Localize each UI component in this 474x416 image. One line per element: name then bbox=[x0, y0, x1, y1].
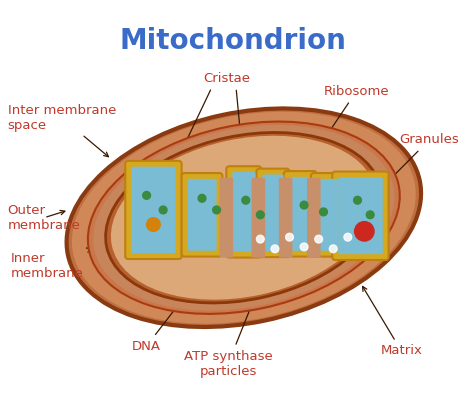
FancyBboxPatch shape bbox=[279, 178, 292, 258]
FancyBboxPatch shape bbox=[283, 171, 317, 257]
FancyBboxPatch shape bbox=[182, 173, 222, 257]
Circle shape bbox=[271, 245, 279, 253]
FancyBboxPatch shape bbox=[252, 178, 265, 258]
Circle shape bbox=[256, 211, 264, 219]
Circle shape bbox=[286, 233, 293, 241]
Text: DNA: DNA bbox=[132, 299, 183, 352]
FancyBboxPatch shape bbox=[307, 178, 320, 258]
Text: Inner
membrane: Inner membrane bbox=[10, 248, 91, 280]
FancyBboxPatch shape bbox=[219, 178, 233, 258]
Circle shape bbox=[256, 235, 264, 243]
FancyBboxPatch shape bbox=[256, 168, 290, 257]
Circle shape bbox=[300, 201, 308, 209]
FancyBboxPatch shape bbox=[131, 167, 176, 253]
Text: Granules: Granules bbox=[377, 134, 459, 193]
Text: Outer
membrane: Outer membrane bbox=[8, 204, 81, 232]
Ellipse shape bbox=[88, 121, 400, 314]
Circle shape bbox=[300, 243, 308, 251]
Circle shape bbox=[344, 233, 352, 241]
FancyBboxPatch shape bbox=[232, 172, 255, 252]
Circle shape bbox=[143, 191, 151, 199]
Circle shape bbox=[146, 218, 160, 231]
Circle shape bbox=[149, 220, 157, 228]
Circle shape bbox=[366, 211, 374, 219]
Circle shape bbox=[329, 245, 337, 253]
Text: Cristae: Cristae bbox=[203, 72, 250, 85]
Circle shape bbox=[354, 196, 361, 204]
Ellipse shape bbox=[93, 125, 394, 311]
FancyBboxPatch shape bbox=[187, 179, 217, 251]
Text: Mitochondrion: Mitochondrion bbox=[120, 27, 346, 55]
Ellipse shape bbox=[66, 109, 421, 327]
Text: Inter membrane
space: Inter membrane space bbox=[8, 104, 116, 157]
FancyBboxPatch shape bbox=[311, 173, 344, 257]
Ellipse shape bbox=[106, 132, 382, 303]
Circle shape bbox=[315, 235, 322, 243]
Circle shape bbox=[355, 222, 374, 241]
Text: Matrix: Matrix bbox=[363, 287, 422, 357]
Circle shape bbox=[242, 196, 250, 204]
Circle shape bbox=[198, 194, 206, 202]
Text: ATP synthase
particles: ATP synthase particles bbox=[184, 300, 273, 377]
Circle shape bbox=[159, 206, 167, 214]
FancyBboxPatch shape bbox=[338, 177, 383, 254]
Ellipse shape bbox=[72, 112, 416, 324]
FancyBboxPatch shape bbox=[262, 174, 283, 251]
Circle shape bbox=[319, 208, 328, 216]
FancyBboxPatch shape bbox=[332, 171, 389, 260]
FancyBboxPatch shape bbox=[290, 177, 311, 251]
Ellipse shape bbox=[111, 136, 377, 300]
FancyBboxPatch shape bbox=[125, 161, 182, 259]
Circle shape bbox=[213, 206, 220, 214]
FancyBboxPatch shape bbox=[317, 179, 338, 251]
FancyBboxPatch shape bbox=[226, 166, 261, 258]
Text: Ribosome: Ribosome bbox=[306, 85, 389, 166]
